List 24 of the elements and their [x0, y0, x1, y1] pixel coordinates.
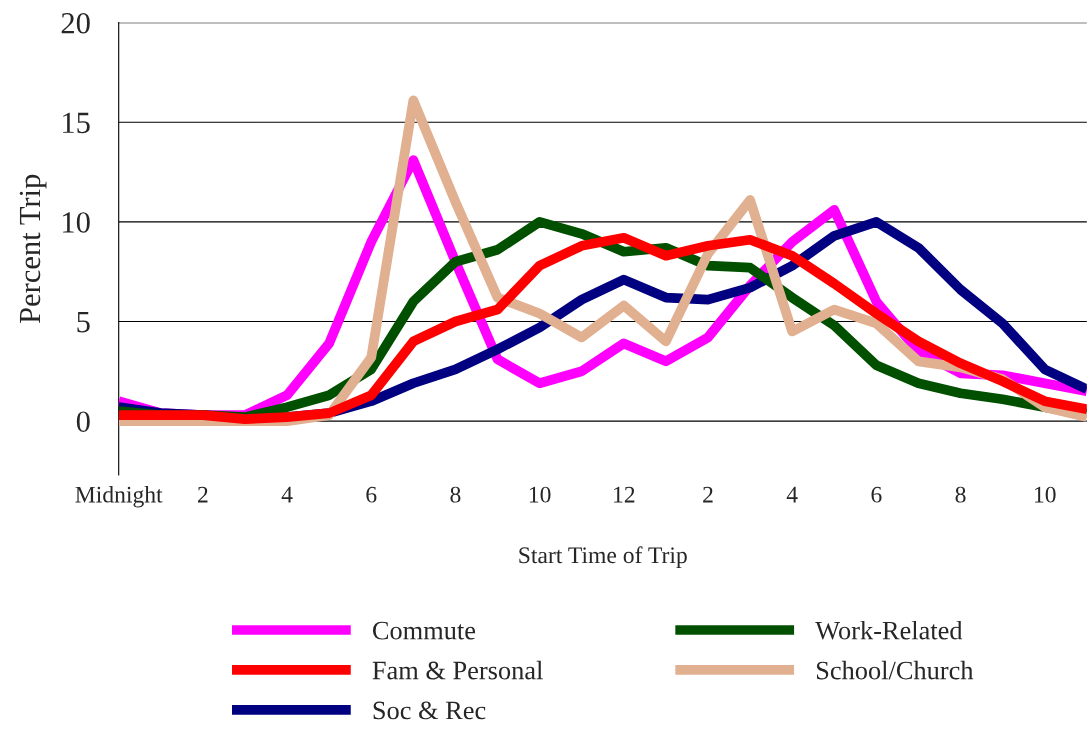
legend-label: Work-Related: [815, 620, 963, 640]
legend-label: Soc & Rec: [373, 701, 486, 720]
legend-label: School/Church: [816, 660, 974, 680]
y-axis-title: Percent Trip: [19, 174, 47, 324]
x-tick-label: 8: [450, 486, 461, 503]
x-tick-label: 12: [614, 486, 635, 503]
legend-label: Fam & Personal: [372, 660, 543, 680]
x-tick-label: 10: [1035, 486, 1056, 503]
x-axis-title: Start Time of Trip: [519, 546, 687, 569]
y-tick-label: 20: [61, 12, 90, 34]
x-tick-label: 2: [198, 486, 208, 503]
x-tick-label: 10: [529, 486, 551, 503]
x-tick-label: 8: [955, 486, 966, 503]
y-tick-label: 15: [63, 112, 90, 134]
x-tick-label: 2: [703, 486, 713, 503]
x-tick-label: 4: [281, 486, 293, 503]
y-tick-label: 0: [76, 411, 90, 433]
x-tick-label: 6: [871, 486, 882, 503]
y-tick-label: 5: [77, 312, 90, 333]
legend-label: Commute: [372, 621, 476, 640]
x-tick-label: 6: [366, 486, 377, 503]
x-tick-label: Midnight: [75, 486, 163, 508]
x-tick-label: 4: [786, 486, 798, 503]
y-tick-label: 10: [63, 212, 90, 233]
